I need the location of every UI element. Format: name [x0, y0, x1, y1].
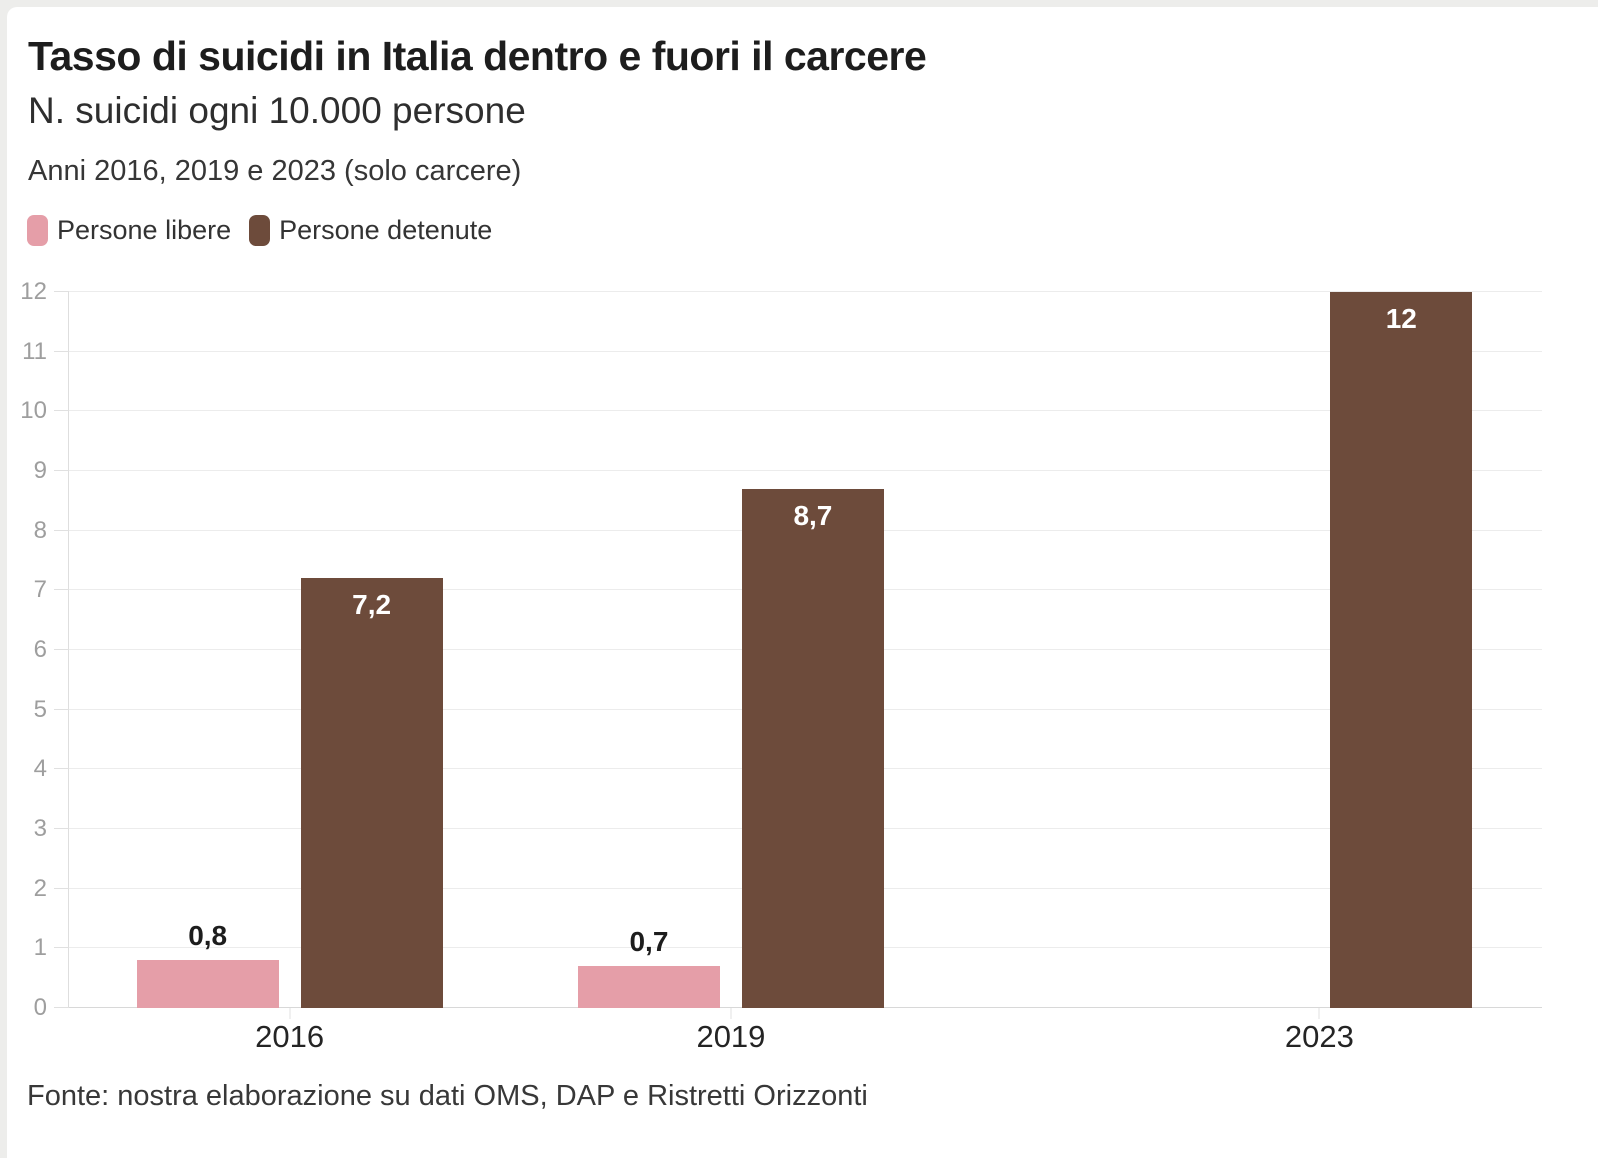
bar-value-label-2016-persone-libere: 0,8	[188, 920, 228, 952]
legend-item-persone-detenute: Persone detenute	[249, 215, 492, 246]
x-tick-2019	[730, 1008, 732, 1019]
y-tick-8	[54, 529, 69, 531]
y-tick-5	[54, 708, 69, 710]
y-tick-label-5: 5	[33, 695, 47, 723]
bar-2016-persone-detenute	[300, 578, 443, 1008]
gridline-9	[69, 470, 1542, 471]
source-note: Fonte: nostra elaborazione su dati OMS, …	[27, 1080, 868, 1112]
legend-swatch-persone-detenute	[249, 215, 271, 246]
gridline-11	[69, 350, 1542, 352]
bar-value-label-2023-persone-detenute: 12	[1385, 303, 1417, 334]
y-tick-4	[54, 768, 69, 770]
y-tick-label-6: 6	[33, 636, 47, 663]
chart-title: Tasso di suicidi in Italia dentro e fuor…	[28, 33, 927, 79]
y-tick-label-2: 2	[33, 874, 47, 902]
y-tick-12	[54, 291, 69, 292]
bar-2016-persone-libere	[136, 960, 279, 1008]
legend-swatch-persone-libere	[27, 215, 48, 246]
y-tick-label-9: 9	[33, 457, 47, 484]
y-tick-label-0: 0	[33, 994, 47, 1021]
y-tick-label-4: 4	[33, 755, 47, 783]
plot-area: 0 1 2 3 4 5 6 7 8 9 10 11 12 2016 0,8 7,2 2019 0,7 8,7 2023…	[20, 280, 1542, 1053]
y-tick-10	[54, 410, 69, 412]
legend-label-persone-detenute: Persone detenute	[279, 215, 493, 245]
y-tick-label-7: 7	[33, 576, 47, 604]
y-tick-label-8: 8	[33, 516, 47, 544]
y-tick-label-12: 12	[20, 278, 47, 305]
y-tick-3	[54, 828, 69, 829]
legend-label-persone-libere: Persone libere	[57, 215, 232, 245]
x-tick-2016	[289, 1008, 291, 1019]
chart-card: Tasso di suicidi in Italia dentro e fuor…	[7, 7, 1598, 1158]
x-tick-2023	[1318, 1008, 1320, 1019]
bar-2023-persone-detenute	[1330, 292, 1473, 1008]
chart-subtitle: N. suicidi ogni 10.000 persone	[28, 90, 526, 131]
legend: Persone libere Persone detenute	[27, 215, 492, 246]
y-tick-label-11: 11	[22, 337, 47, 365]
y-tick-label-10: 10	[20, 397, 47, 425]
y-tick-9	[54, 470, 69, 471]
y-tick-7	[54, 589, 69, 591]
bar-value-label-2019-persone-detenute: 8,7	[793, 499, 833, 531]
bar-2019-persone-libere	[578, 966, 720, 1008]
gridline-12	[69, 291, 1542, 292]
y-tick-6	[54, 649, 69, 650]
bar-2019-persone-detenute	[741, 488, 884, 1008]
gridline-10	[69, 410, 1542, 412]
legend-item-persone-libere: Persone libere	[27, 215, 231, 246]
x-tick-label-2016: 2016	[255, 1019, 325, 1054]
y-tick-label-3: 3	[33, 815, 47, 842]
y-tick-1	[54, 947, 69, 949]
bar-value-label-2016-persone-detenute: 7,2	[352, 589, 392, 621]
x-tick-label-2023: 2023	[1284, 1019, 1354, 1054]
chart-note: Anni 2016, 2019 e 2023 (solo carcere)	[28, 155, 522, 187]
x-tick-label-2019: 2019	[696, 1019, 766, 1054]
y-tick-label-1: 1	[33, 934, 47, 962]
bar-value-label-2019-persone-libere: 0,7	[629, 926, 669, 958]
y-tick-11	[54, 350, 69, 352]
y-tick-2	[54, 887, 69, 889]
y-tick-0	[54, 1007, 69, 1008]
